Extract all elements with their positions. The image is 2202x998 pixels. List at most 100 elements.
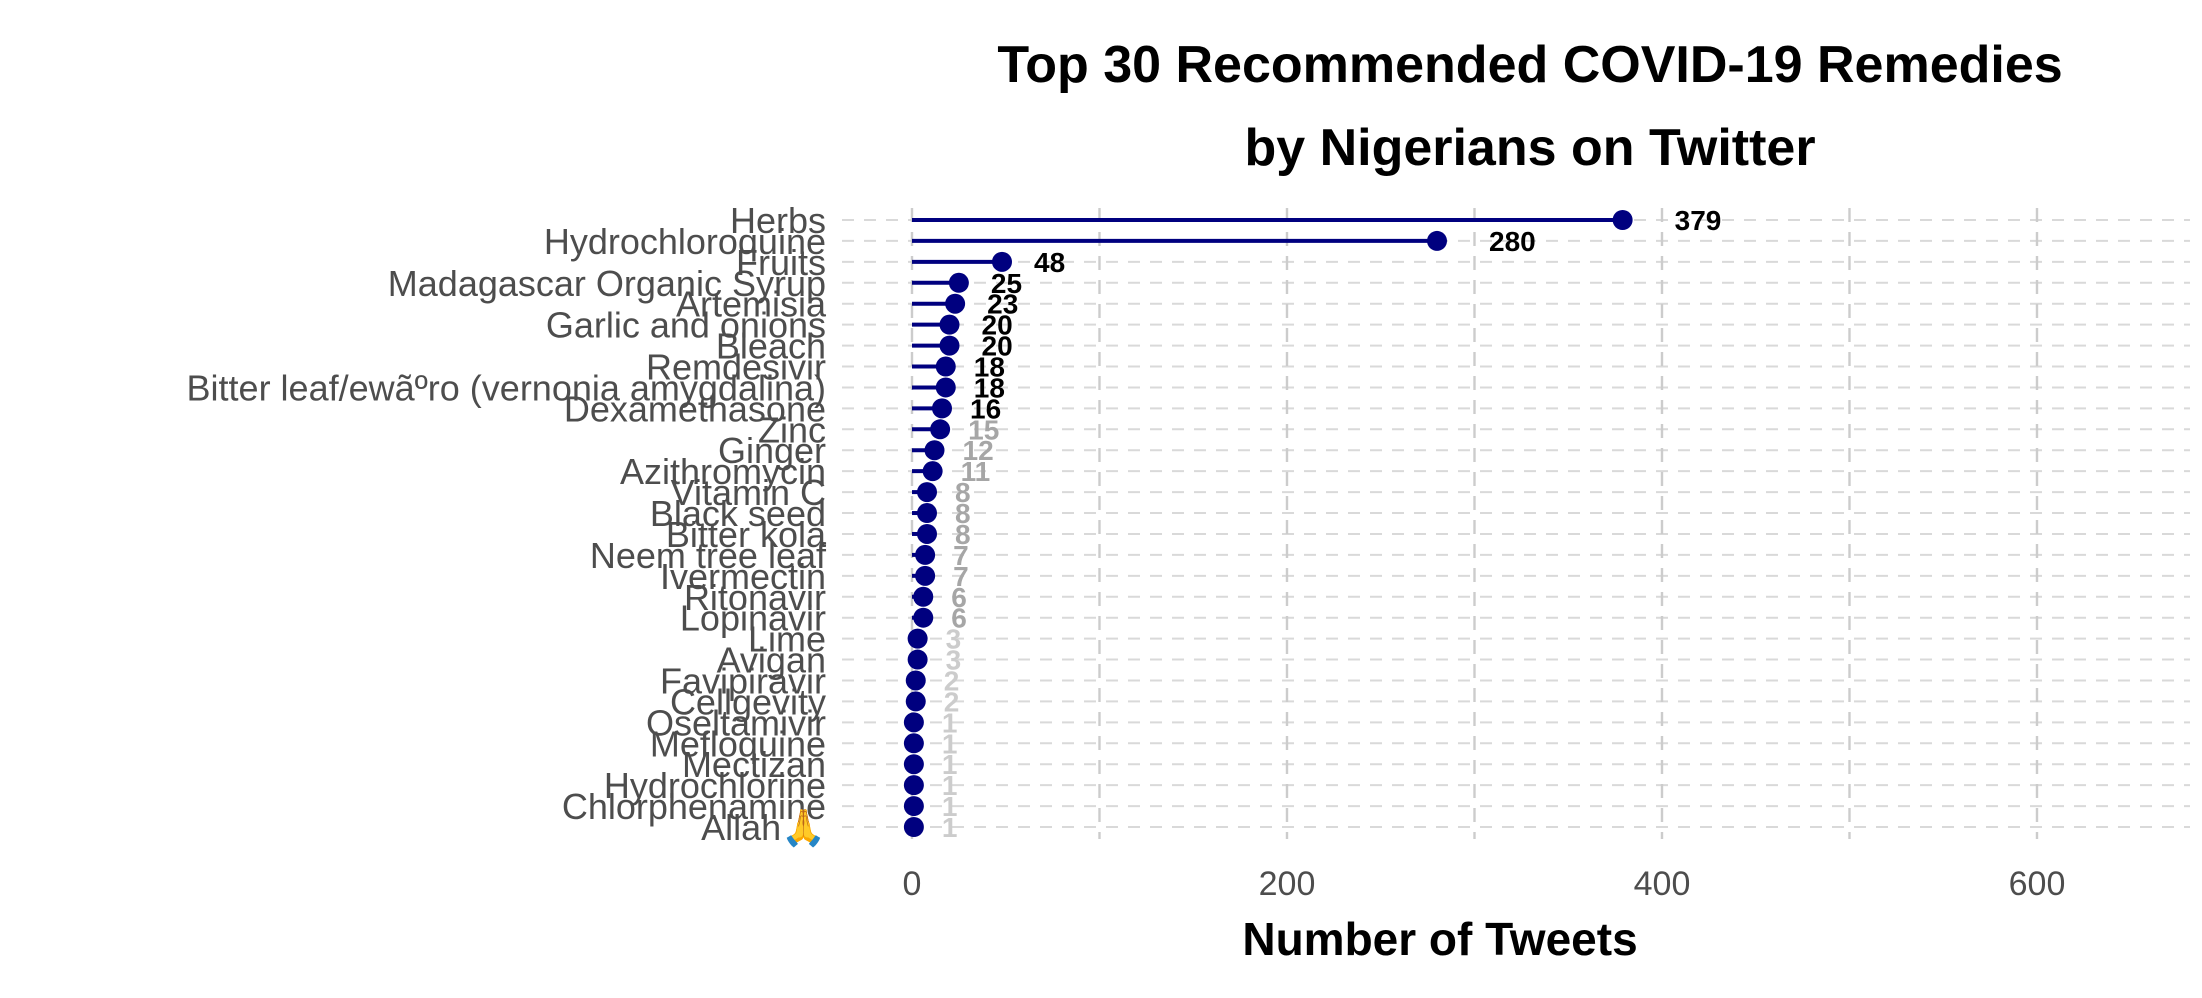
value-label: 8	[955, 519, 971, 550]
category-label: Mefloquine	[650, 723, 826, 764]
category-label: Oseltamivir	[646, 702, 826, 743]
category-label: Fruits	[736, 242, 826, 283]
category-label: Azithromycin	[620, 451, 826, 492]
value-label: 18	[974, 372, 1005, 403]
category-label: Bleach	[716, 326, 826, 367]
lollipop-point	[917, 482, 937, 503]
chart-title: Top 30 Recommended COVID-19 Remedies by N…	[997, 36, 2062, 177]
category-label: Garlic and onions	[546, 305, 826, 346]
lollipop-point	[907, 649, 928, 670]
lollipop-point	[917, 523, 937, 544]
x-tick-label: 0	[903, 865, 922, 903]
x-tick-label: 400	[1634, 865, 1691, 903]
lollipop-point	[903, 796, 924, 817]
value-label: 1	[942, 791, 958, 822]
lollipop-point	[903, 754, 924, 775]
category-label: Bitter leaf/ewãºro (vernonia amygdalina)	[187, 367, 826, 408]
value-label: 2	[944, 686, 960, 717]
value-label: 20	[982, 331, 1013, 362]
lollipop-point	[939, 314, 960, 335]
value-label: 18	[974, 352, 1005, 383]
lollipop-point	[903, 817, 924, 837]
lollipop-point	[924, 440, 945, 461]
category-label: Ritonavir	[684, 577, 826, 618]
category-label: Allah🙏	[701, 807, 826, 848]
category-label: Chlorphenamine	[562, 786, 826, 827]
category-label: Lopinavir	[680, 598, 826, 639]
lollipop-point	[913, 607, 934, 628]
lollipop-point	[903, 712, 924, 733]
lollipop-point	[930, 419, 951, 440]
category-label: Neem tree leaf	[590, 535, 827, 576]
value-label: 1	[942, 770, 958, 801]
lollipop-point	[935, 356, 956, 377]
category-label: Dexamethasone	[564, 388, 826, 429]
value-label: 25	[991, 268, 1022, 299]
category-label: Cellgevity	[670, 681, 826, 722]
category-label: Bitter kola	[666, 514, 827, 555]
value-label: 15	[968, 414, 999, 445]
value-label: 7	[953, 561, 969, 592]
chart-title-line: by Nigerians on Twitter	[1244, 119, 1815, 177]
value-label: 11	[961, 456, 991, 487]
lollipop-point	[913, 586, 934, 607]
value-label: 7	[953, 540, 969, 571]
value-label: 8	[955, 477, 971, 508]
x-tick-label: 600	[2009, 865, 2066, 903]
lollipop-point	[992, 251, 1012, 272]
value-labels: 3792804825232020181816151211888776633221…	[942, 205, 1721, 843]
category-label: Remdesivir	[646, 347, 826, 388]
value-label: 1	[942, 749, 958, 780]
chart-title-line: Top 30 Recommended COVID-19 Remedies	[997, 36, 2062, 94]
value-label: 3	[946, 645, 962, 676]
grid	[842, 208, 2190, 839]
lollipop-point	[917, 503, 937, 524]
lollipop-point	[945, 293, 966, 314]
category-label: Ginger	[718, 430, 826, 471]
value-label: 1	[942, 728, 958, 759]
value-label: 2	[944, 665, 960, 696]
category-label: Herbs	[730, 200, 826, 241]
value-label: 1	[942, 812, 958, 843]
lollipop-point	[905, 691, 926, 712]
lollipop-point	[915, 565, 936, 586]
category-label: Mectizan	[682, 744, 826, 785]
category-label: Hydrochlorine	[604, 765, 826, 806]
lollipop-point	[907, 628, 928, 649]
category-label: Vitamin C	[671, 472, 826, 513]
lollipop-point	[1427, 230, 1447, 251]
category-label: Madagascar Organic Syrup	[388, 263, 826, 304]
category-label: Favipiravir	[660, 660, 826, 701]
category-label: Artemisia	[676, 284, 827, 325]
lollipop-point	[922, 461, 943, 482]
value-label: 6	[951, 582, 967, 613]
lollipop-point	[905, 670, 926, 691]
lollipop-point	[939, 335, 960, 356]
value-label: 12	[963, 435, 994, 466]
category-label: Hydrochloroquine	[544, 221, 826, 262]
points	[903, 210, 1633, 837]
x-tick-labels: 0 200 400 600	[903, 865, 2066, 903]
stems	[912, 218, 1623, 829]
lollipop-point	[1612, 210, 1633, 230]
lollipop-point	[903, 775, 924, 796]
lollipop-point	[935, 377, 956, 398]
lollipop-point	[948, 272, 969, 293]
value-label: 23	[987, 289, 1018, 320]
value-label: 20	[982, 310, 1013, 341]
x-tick-label: 200	[1259, 865, 1316, 903]
value-label: 16	[970, 393, 1001, 424]
lollipop-point	[915, 544, 936, 565]
value-label: 280	[1489, 226, 1536, 257]
value-label: 48	[1034, 247, 1065, 278]
lollipop-point	[903, 733, 924, 754]
value-label: 1	[942, 707, 958, 738]
value-label: 3	[946, 624, 962, 655]
value-label: 379	[1675, 205, 1722, 236]
value-label: 8	[955, 498, 971, 529]
value-label: 6	[951, 603, 967, 634]
category-label: Black seed	[650, 493, 826, 534]
